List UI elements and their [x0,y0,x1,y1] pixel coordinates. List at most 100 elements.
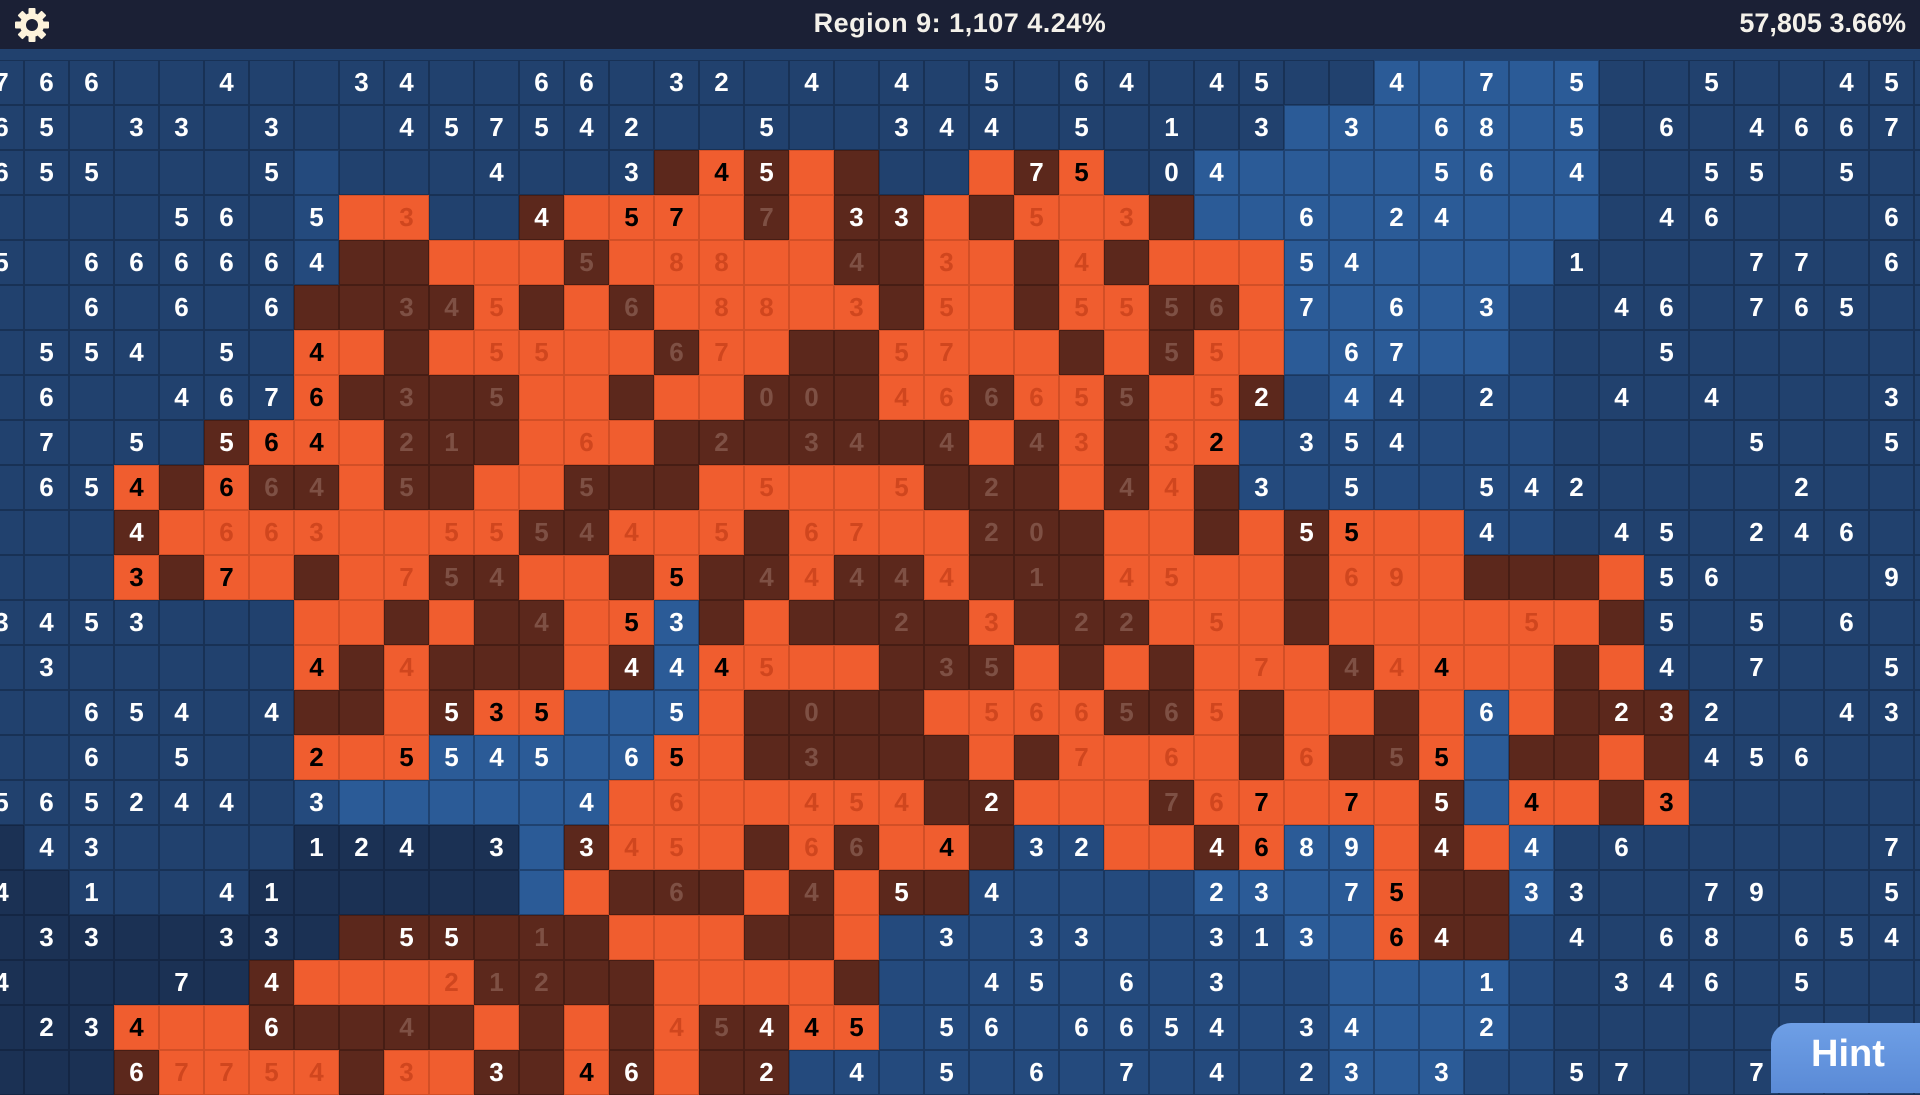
grid-cell[interactable]: 5 [429,104,474,150]
grid-cell[interactable] [1869,779,1914,825]
grid-cell[interactable]: 3 [1284,419,1329,465]
grid-cell[interactable]: 4 [384,644,429,690]
grid-cell[interactable] [1824,194,1869,240]
grid-cell[interactable] [1554,554,1599,600]
grid-cell[interactable]: 5 [24,329,69,375]
grid-cell[interactable]: 4 [564,779,609,825]
grid-cell[interactable]: 7 [384,554,429,600]
grid-cell[interactable]: 5 [519,689,564,735]
grid-cell[interactable]: 5 [1284,239,1329,285]
grid-cell[interactable] [1239,734,1284,780]
grid-cell[interactable] [294,689,339,735]
grid-cell[interactable] [69,104,114,150]
grid-cell[interactable]: 5 [384,464,429,510]
grid-cell[interactable]: 5 [744,464,789,510]
grid-cell[interactable] [924,599,969,645]
grid-cell[interactable] [0,284,24,330]
grid-cell[interactable] [1869,149,1914,195]
grid-cell[interactable] [699,734,744,780]
grid-cell[interactable] [1509,284,1554,330]
grid-cell[interactable]: 6 [1284,194,1329,240]
grid-cell[interactable]: 3 [249,914,294,960]
grid-cell[interactable] [1644,374,1689,420]
grid-cell[interactable] [24,509,69,555]
grid-cell[interactable] [339,959,384,1005]
grid-cell[interactable] [654,104,699,150]
grid-cell[interactable]: 6 [1149,689,1194,735]
grid-cell[interactable] [204,1004,249,1050]
grid-cell[interactable]: 5 [429,509,474,555]
grid-cell[interactable] [339,239,384,285]
grid-cell[interactable] [1104,104,1149,150]
grid-cell[interactable] [1194,554,1239,600]
grid-cell[interactable]: 4 [1554,149,1599,195]
grid-cell[interactable]: 5 [1149,329,1194,375]
grid-cell[interactable] [1149,914,1194,960]
grid-cell[interactable]: 1 [519,914,564,960]
grid-cell[interactable] [1869,509,1914,555]
grid-cell[interactable] [834,599,879,645]
grid-cell[interactable] [564,329,609,375]
grid-cell[interactable]: 4 [429,284,474,330]
grid-cell[interactable] [1554,284,1599,330]
grid-cell[interactable]: 4 [1554,914,1599,960]
grid-cell[interactable]: 4 [294,239,339,285]
grid-cell[interactable]: 3 [474,689,519,735]
grid-cell[interactable]: 5 [924,284,969,330]
grid-cell[interactable]: 5 [1194,599,1239,645]
grid-cell[interactable]: 6 [294,374,339,420]
grid-cell[interactable]: 0 [789,374,834,420]
grid-cell[interactable] [294,59,339,105]
grid-cell[interactable]: 7 [249,374,294,420]
grid-cell[interactable] [1554,824,1599,870]
grid-cell[interactable]: 4 [474,149,519,195]
grid-cell[interactable] [429,869,474,915]
grid-cell[interactable] [339,689,384,735]
grid-cell[interactable] [1104,419,1149,465]
grid-cell[interactable] [1824,419,1869,465]
grid-cell[interactable] [429,599,474,645]
grid-cell[interactable] [339,599,384,645]
grid-cell[interactable] [654,419,699,465]
grid-cell[interactable] [744,689,789,735]
grid-cell[interactable] [564,914,609,960]
grid-cell[interactable] [1284,689,1329,735]
grid-cell[interactable]: 5 [1194,329,1239,375]
grid-cell[interactable] [429,149,474,195]
grid-cell[interactable]: 7 [1734,284,1779,330]
grid-cell[interactable] [1239,599,1284,645]
grid-cell[interactable] [1914,689,1920,735]
grid-cell[interactable]: 3 [1554,869,1599,915]
grid-cell[interactable]: 4 [114,1004,159,1050]
grid-cell[interactable] [1149,824,1194,870]
grid-cell[interactable] [834,374,879,420]
grid-cell[interactable] [1779,869,1824,915]
grid-cell[interactable] [1374,464,1419,510]
grid-cell[interactable] [1509,644,1554,690]
grid-cell[interactable] [519,1049,564,1095]
grid-cell[interactable] [924,779,969,825]
grid-cell[interactable] [249,644,294,690]
grid-cell[interactable] [1104,779,1149,825]
grid-cell[interactable]: 3 [294,779,339,825]
grid-cell[interactable]: 5 [474,509,519,555]
grid-cell[interactable]: 6 [789,509,834,555]
grid-cell[interactable] [1464,419,1509,465]
grid-cell[interactable] [159,149,204,195]
grid-cell[interactable]: 3 [1644,689,1689,735]
grid-cell[interactable] [0,734,24,780]
grid-cell[interactable]: 7 [204,1049,249,1095]
grid-cell[interactable]: 4 [1104,464,1149,510]
grid-cell[interactable]: 3 [339,59,384,105]
grid-cell[interactable]: 3 [114,104,159,150]
grid-cell[interactable] [69,959,114,1005]
grid-cell[interactable] [744,419,789,465]
grid-cell[interactable]: 2 [969,779,1014,825]
grid-cell[interactable] [969,194,1014,240]
grid-cell[interactable]: 4 [789,779,834,825]
grid-cell[interactable]: 3 [474,824,519,870]
grid-cell[interactable]: 1 [1554,239,1599,285]
grid-cell[interactable] [24,689,69,735]
grid-cell[interactable] [339,779,384,825]
grid-cell[interactable] [924,734,969,780]
